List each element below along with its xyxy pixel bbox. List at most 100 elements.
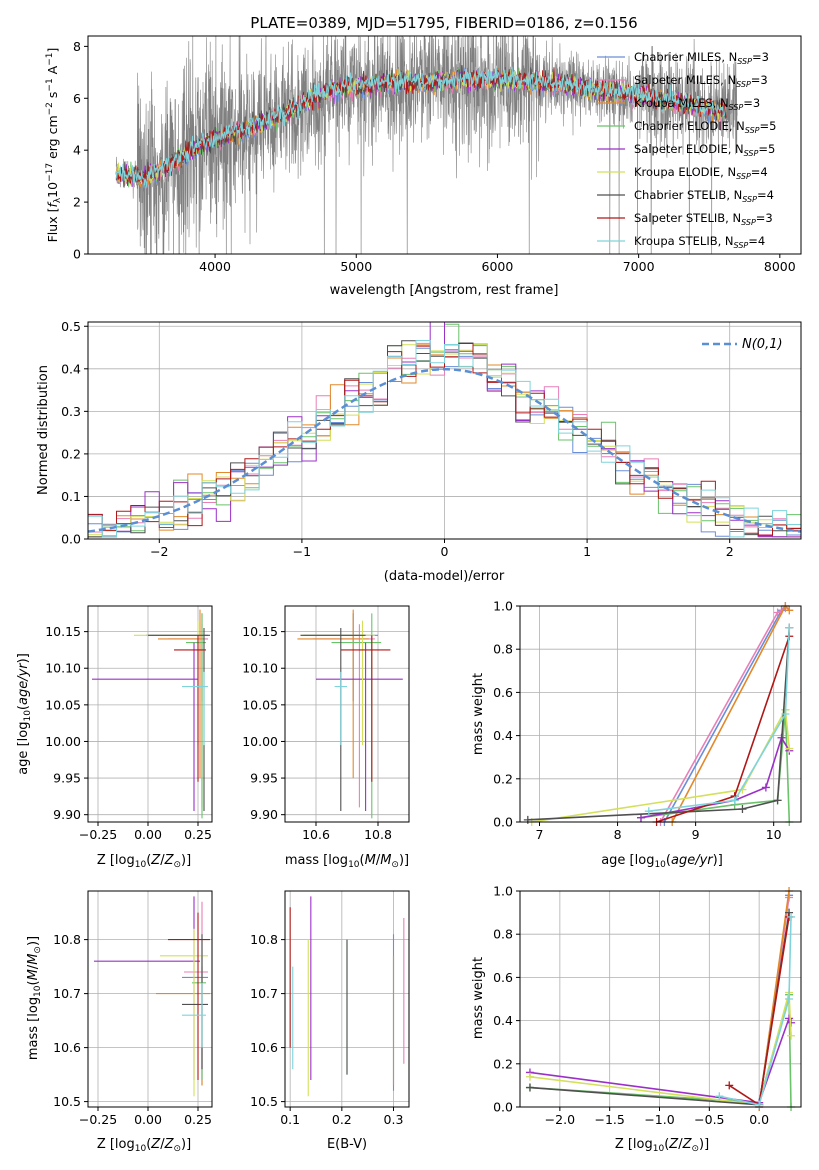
x-tick-label: 7 [536, 827, 544, 842]
residual-histogram-panel: −2 −1 0 1 2 0.0 0.1 0.2 0.3 0.4 0.5 N(0,1) (data-m… [36, 319, 802, 584]
weight-marker [525, 1083, 534, 1092]
y-tick-label: 10.8 [53, 932, 81, 947]
y-tick-label: 0.0 [493, 815, 513, 830]
x-tick-label: 0.25 [184, 1112, 212, 1127]
weight-marker [730, 796, 739, 805]
weight-marker [738, 805, 747, 814]
residual-histogram-5 [88, 322, 801, 538]
x-tick-label: 0.2 [332, 1112, 352, 1127]
age-vs-mass-panel: 10.6 10.8 9.90 9.95 10.00 10.05 10.10 10.15 mas… [242, 605, 410, 870]
x-tick-label: −1 [293, 544, 311, 559]
x-tick-label: 7000 [623, 259, 655, 274]
spectrum-model-lines [115, 65, 727, 189]
y-tick-label: 10.6 [250, 1040, 278, 1055]
weight-line-6 [529, 992, 792, 1106]
y-tick-label: 0.4 [493, 728, 513, 743]
x-tick-label: −0.25 [79, 1112, 117, 1127]
weight-marker [761, 783, 770, 792]
figure-title: PLATE=0389, MJD=51795, FIBERID=0186, z=0… [250, 14, 637, 32]
y-tick-label: 10.5 [250, 1094, 278, 1109]
mass-vs-metallicity-plot: −0.25 0.00 0.25 10.5 10.6 10.7 10.8 [53, 890, 213, 1127]
y-tick-label: 10.6 [53, 1040, 81, 1055]
weight-line-1 [663, 605, 786, 823]
residual-xlabel: (data-model)/error [384, 569, 505, 584]
weight-vs-age-panel: 7 8 9 10 0.0 0.2 0.4 0.6 0.8 1.0 age [log10(age/y… [471, 599, 802, 870]
y-tick-label: 9.95 [53, 771, 81, 786]
y-tick-label: 10.05 [45, 697, 81, 712]
weight-marker [755, 1100, 764, 1109]
y-tick-label: 0.8 [493, 642, 513, 657]
legend-label-6: Kroupa ELODIE, NSSP=4 [634, 165, 768, 181]
y-tick-label: 10.10 [242, 661, 278, 676]
weight-marker [636, 813, 645, 822]
x-tick-label: 0.00 [134, 1112, 162, 1127]
y-tick-label: 9.95 [250, 771, 278, 786]
weight-marker [785, 623, 794, 632]
y-tick-label: 0.8 [493, 927, 513, 942]
normal-curve [88, 368, 801, 533]
model-spectrum-9 [115, 66, 727, 188]
axes-frame [519, 890, 802, 1108]
legend-label-3: Kroupa MILES, NSSP=3 [634, 96, 760, 112]
x-tick-label: 8 [614, 827, 622, 842]
mass-vs-reddening-panel: 0.1 0.2 0.3 10.5 10.6 10.7 10.8 E(B-V) [250, 890, 410, 1152]
weight-line-9 [719, 916, 792, 1106]
axes-frame [87, 890, 213, 1108]
x-tick-label: −1.0 [644, 1112, 674, 1127]
weight-line-7 [527, 627, 791, 821]
legend-label-4: Chabrier ELODIE, NSSP=5 [634, 119, 776, 135]
axes-frame [284, 605, 410, 823]
weight-vs-age-xlabel: age [log10(age/yr)] [601, 853, 723, 870]
y-tick-label: 0.6 [493, 970, 513, 985]
axes-frame [519, 605, 802, 823]
weight-line-4 [640, 709, 791, 823]
x-tick-label: −0.25 [79, 827, 117, 842]
weight-line-5 [640, 735, 790, 819]
x-tick-label: 0.0 [749, 1112, 769, 1127]
residual-ylabel: Normed distribution [36, 365, 51, 495]
weight-line-9 [648, 627, 791, 812]
weight-marker [773, 796, 782, 805]
spectrum-panel: 4000 5000 6000 7000 8000 0 2 4 6 8 Chabrier MILES… [45, 35, 802, 298]
age-ylabel: age [log10(age/yr)] [16, 653, 33, 775]
x-tick-label: 0.25 [184, 827, 212, 842]
spectrum-axes-frame [87, 35, 802, 255]
y-tick-label: 0.4 [493, 1013, 513, 1028]
y-tick-label: 0 [73, 247, 81, 262]
y-tick-label: 10.7 [250, 986, 278, 1001]
y-tick-label: 0.2 [61, 446, 81, 461]
age-vs-metallicity-panel: −0.25 0.00 0.25 9.90 9.95 10.00 10.05 10.10 10.1… [16, 605, 213, 870]
age-vs-metallicity-xlabel: Z [log10(Z/Z⊙)] [97, 853, 191, 870]
y-tick-label: 10.8 [250, 932, 278, 947]
weight-marker [715, 1092, 724, 1101]
x-tick-label: −2 [150, 544, 168, 559]
x-tick-label: 10.6 [302, 827, 330, 842]
mass-vs-reddening-plot: 0.1 0.2 0.3 10.5 10.6 10.7 10.8 [250, 890, 410, 1127]
legend-label-5: Salpeter ELODIE, NSSP=5 [634, 142, 775, 158]
y-tick-label: 10.05 [242, 697, 278, 712]
y-tick-label: 10.7 [53, 986, 81, 1001]
weight-vs-metallicity-panel: −2.0 −1.5 −1.0 −0.5 0.0 0.0 0.2 0.4 0.6 0.8 1.0 Z … [471, 884, 802, 1154]
normal-distribution-curve [88, 368, 801, 533]
weight-marker [787, 912, 796, 921]
y-tick-label: 4 [73, 143, 81, 158]
reddening-xlabel: E(B-V) [327, 1137, 367, 1152]
weight-marker [525, 1072, 534, 1081]
x-tick-label: 0.3 [384, 1112, 404, 1127]
x-tick-label: 6000 [482, 259, 514, 274]
x-tick-label: 4000 [199, 259, 231, 274]
mass-ylabel: mass [log10(M/M⊙)] [26, 936, 43, 1060]
x-tick-label: 10.8 [364, 827, 392, 842]
x-tick-label: 2 [726, 544, 734, 559]
weight-line-6 [531, 707, 791, 823]
age-vs-mass-plot: 10.6 10.8 9.90 9.95 10.00 10.05 10.10 10.15 [242, 605, 410, 842]
weight-vs-metallicity-ylabel: mass weight [471, 957, 486, 1039]
weight-marker [644, 807, 653, 816]
x-tick-label: 0.00 [134, 827, 162, 842]
y-tick-label: 9.90 [250, 807, 278, 822]
spectrum-legend: Chabrier MILES, NSSP=3 Salpeter MILES, NS… [597, 50, 776, 250]
weight-marker [725, 1081, 734, 1090]
y-tick-label: 10.00 [242, 734, 278, 749]
y-tick-label: 9.90 [53, 807, 81, 822]
